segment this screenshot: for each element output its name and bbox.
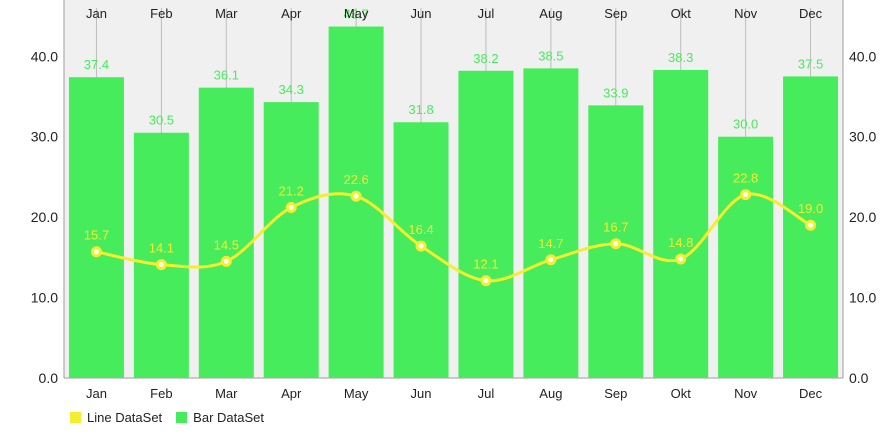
x-tick-label-bottom: Nov [734, 386, 758, 401]
line-value-label: 14.1 [149, 241, 174, 256]
x-tick-label-bottom: May [344, 386, 369, 401]
line-point-center [678, 256, 684, 262]
line-point-center [223, 258, 229, 264]
line-point-center [288, 204, 294, 210]
x-tick-label-bottom: Dec [799, 386, 823, 401]
bar [523, 68, 579, 379]
line-value-label: 22.6 [343, 172, 368, 187]
bar-value-label: 33.9 [603, 85, 628, 100]
bar-value-label: 43.7 [343, 7, 368, 22]
x-tick-label-top: Jun [411, 6, 432, 21]
y-tick-label-left: 40.0 [31, 48, 58, 64]
line-value-label: 14.7 [538, 236, 563, 251]
x-tick-label-top: Feb [150, 6, 172, 21]
line-point-center [93, 249, 99, 255]
line-value-label: 21.2 [279, 183, 304, 198]
x-tick-label-top: Okt [671, 6, 692, 21]
x-tick-label-bottom: Apr [281, 386, 302, 401]
x-tick-label-bottom: Jul [478, 386, 495, 401]
line-point-center [158, 262, 164, 268]
x-tick-label-top: Sep [604, 6, 627, 21]
line-point-center [743, 192, 749, 198]
legend-item-bar: Bar DataSet [176, 410, 264, 425]
x-tick-label-top: Nov [734, 6, 758, 21]
legend-swatch-line [70, 412, 81, 423]
legend-label-bar: Bar DataSet [193, 410, 264, 425]
line-value-label: 16.4 [408, 222, 433, 237]
line-point-center [483, 278, 489, 284]
bar-value-label: 30.5 [149, 113, 174, 128]
x-tick-label-top: Aug [539, 6, 562, 21]
legend-item-line: Line DataSet [70, 410, 162, 425]
y-tick-label-left: 20.0 [31, 209, 58, 225]
bar [133, 132, 189, 378]
x-tick-label-top: Jan [86, 6, 107, 21]
x-tick-label-bottom: Feb [150, 386, 172, 401]
y-tick-label-right: 30.0 [849, 129, 876, 145]
y-tick-label-left: 10.0 [31, 290, 58, 306]
y-tick-label-left: 0.0 [39, 370, 59, 386]
line-value-label: 14.5 [214, 237, 239, 252]
bar-value-label: 37.5 [798, 56, 823, 71]
x-tick-label-top: May [344, 6, 369, 21]
x-tick-label-top: Jul [478, 6, 495, 21]
y-tick-label-right: 10.0 [849, 290, 876, 306]
x-tick-label-bottom: Jun [411, 386, 432, 401]
line-value-label: 22.8 [733, 171, 758, 186]
x-tick-label-top: Dec [799, 6, 823, 21]
x-tick-label-bottom: Sep [604, 386, 627, 401]
bar [328, 26, 384, 378]
line-value-label: 16.7 [603, 220, 628, 235]
plot-area [64, 0, 843, 378]
y-tick-label-right: 40.0 [849, 48, 876, 64]
legend-label-line: Line DataSet [87, 410, 163, 425]
bar [653, 69, 709, 378]
line-point-center [808, 222, 814, 228]
line-point-center [418, 243, 424, 249]
bar-value-label: 30.0 [733, 117, 758, 132]
y-tick-label-left: 30.0 [31, 129, 58, 145]
bar-value-label: 38.5 [538, 48, 563, 63]
x-tick-label-bottom: Okt [671, 386, 692, 401]
x-tick-label-top: Apr [281, 6, 302, 21]
bar-value-label: 38.2 [473, 51, 498, 66]
bar-value-label: 37.4 [84, 57, 109, 72]
bar-value-label: 38.3 [668, 50, 693, 65]
bar [198, 87, 254, 379]
bar-value-label: 36.1 [214, 68, 239, 83]
line-value-label: 19.0 [798, 201, 823, 216]
line-point-center [353, 193, 359, 199]
line-value-label: 12.1 [473, 257, 498, 272]
bar [458, 70, 514, 378]
x-tick-label-bottom: Mar [215, 386, 238, 401]
line-value-label: 15.7 [84, 228, 109, 243]
legend: Line DataSet Bar DataSet [70, 410, 264, 425]
x-tick-label-top: Mar [215, 6, 238, 21]
y-tick-label-right: 0.0 [849, 370, 869, 386]
bar [68, 77, 124, 379]
line-point-center [548, 257, 554, 263]
legend-swatch-bar [176, 412, 188, 423]
line-value-label: 14.8 [668, 235, 693, 250]
bar-value-label: 34.3 [279, 82, 304, 97]
line-point-center [613, 241, 619, 247]
x-tick-label-bottom: Jan [86, 386, 107, 401]
y-tick-label-right: 20.0 [849, 209, 876, 225]
bar [263, 102, 319, 378]
bar-value-label: 31.8 [408, 102, 433, 117]
bar [718, 136, 774, 378]
x-tick-label-bottom: Aug [539, 386, 562, 401]
